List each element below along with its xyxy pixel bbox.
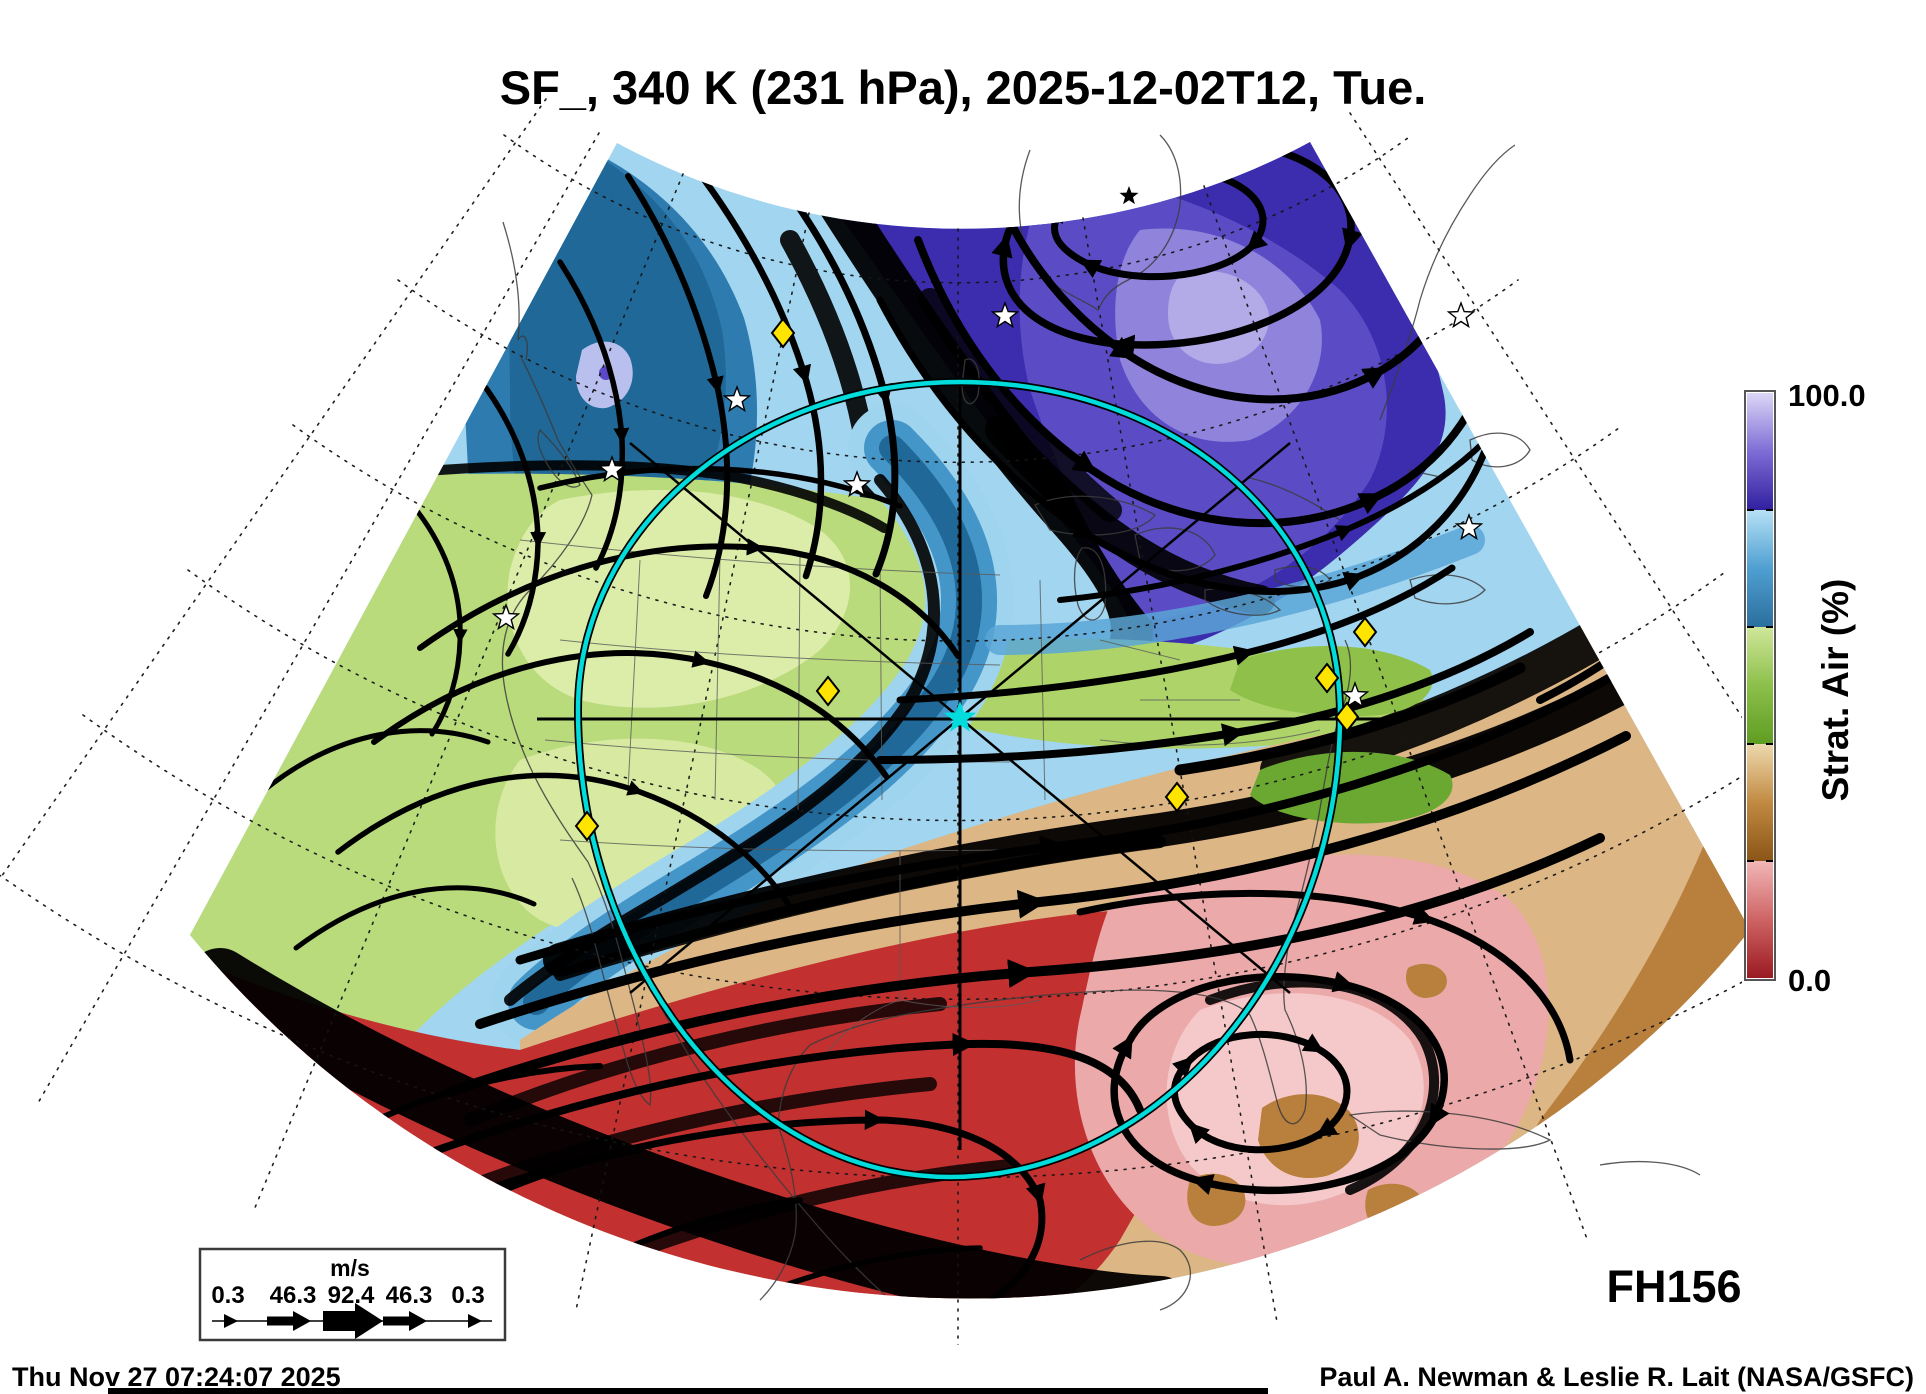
wind-speed-0: 0.3	[211, 1282, 244, 1309]
colorbar-max-label: 100.0	[1788, 378, 1866, 413]
star-marker	[722, 384, 752, 413]
colorbar-ticks	[1747, 509, 1773, 862]
diamond-marker	[770, 317, 796, 349]
star-marker	[990, 300, 1020, 329]
colorbar-title: Strat. Air (%)	[1815, 579, 1856, 802]
diamond-marker	[574, 810, 600, 842]
range-ring	[573, 377, 1345, 1182]
wind-speed-2: 92.4	[328, 1282, 375, 1309]
black-star-marker	[1119, 186, 1139, 205]
star-marker	[1454, 512, 1484, 541]
star-marker	[1446, 300, 1476, 329]
forecast-hour-label: FH156	[1606, 1261, 1741, 1312]
credit: Paul A. Newman & Leslie R. Lait (NASA/GS…	[1319, 1362, 1914, 1392]
star-marker	[1340, 680, 1370, 709]
wind-speed-1: 46.3	[270, 1282, 317, 1309]
center-star-marker	[943, 701, 977, 732]
timestamp: Thu Nov 27 07:24:07 2025	[12, 1362, 341, 1392]
colorbar: 100.0 0.0 Strat. Air (%)	[1744, 378, 1866, 998]
colorbar-min-label: 0.0	[1788, 963, 1831, 998]
wind-legend-unit: m/s	[330, 1255, 370, 1281]
star-marker	[597, 454, 627, 483]
diamond-marker	[1334, 701, 1360, 733]
wind-arrow-scale	[212, 1303, 492, 1339]
diamond-marker	[1164, 781, 1190, 813]
diamond-marker	[1314, 662, 1340, 694]
wind-speed-4: 0.3	[451, 1282, 484, 1309]
page-title: SF_, 340 K (231 hPa), 2025-12-02T12, Tue…	[500, 61, 1427, 114]
bottom-bar	[108, 1388, 1268, 1394]
wind-speed-3: 46.3	[386, 1282, 433, 1309]
state-borders	[519, 539, 1321, 1056]
star-marker	[842, 469, 872, 498]
diamond-marker	[1352, 616, 1378, 648]
star-marker	[491, 602, 521, 631]
map-markers	[491, 186, 1484, 842]
diamond-marker	[815, 675, 841, 707]
wind-legend: m/s 0.3 46.3 92.4 46.3 0.3	[198, 1247, 507, 1342]
